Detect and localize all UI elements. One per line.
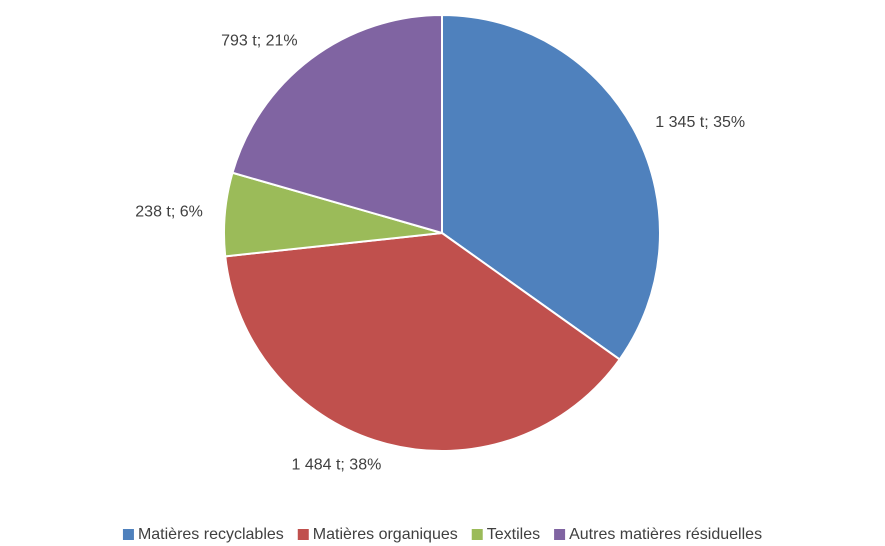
legend-label: Matières recyclables xyxy=(138,526,284,543)
data-label: 1 484 t; 38% xyxy=(291,456,381,473)
legend-swatch xyxy=(297,529,309,540)
pie-slice xyxy=(231,13,443,235)
legend-swatch xyxy=(554,529,566,540)
legend-label: Textiles xyxy=(487,526,540,543)
data-label: 238 t; 6% xyxy=(135,204,203,221)
pie-slice xyxy=(441,13,662,361)
legend-swatch xyxy=(471,529,483,540)
data-label: 793 t; 21% xyxy=(221,32,298,49)
data-label: 1 345 t; 35% xyxy=(655,114,745,131)
pie-slice xyxy=(224,231,622,452)
legend-swatch xyxy=(122,529,134,540)
legend-label: Matières organiques xyxy=(313,526,458,543)
legend-label: Autres matières résiduelles xyxy=(569,526,762,543)
